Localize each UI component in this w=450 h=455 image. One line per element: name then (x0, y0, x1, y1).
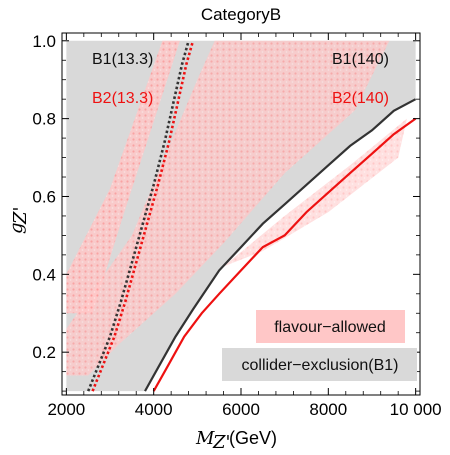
plot-area (66, 40, 417, 392)
flavour-allowed-region-tail (223, 118, 407, 267)
y-tick-label: 1.0 (32, 32, 56, 51)
series-line-b1-13-3 (86, 40, 190, 392)
series-line-b2-140 (152, 117, 417, 392)
series-line-b2-13-3 (91, 40, 195, 392)
ticks-layer: 2000 4000 6000 8000 10 000 0.2 0.4 0.6 0.8 1.0 (32, 32, 441, 419)
x-axis-symbol: M (195, 428, 215, 449)
y-tick-label: 0.8 (32, 110, 56, 129)
collider-legend-label: collider−exclusion(B1) (242, 357, 399, 374)
x-tick-label: 8000 (309, 400, 347, 419)
y-tick-label: 0.6 (32, 187, 56, 206)
flavour-allowed-region-high (66, 40, 390, 376)
flavour-allowed-region-low (66, 40, 180, 314)
label-b2-high: B2(140) (332, 90, 389, 107)
series-line-b1-140 (144, 98, 417, 392)
y-tick-label: 0.2 (32, 343, 56, 362)
series-layer (86, 40, 417, 392)
x-tick-label: 6000 (222, 400, 260, 419)
x-axis-subscript: Z' (212, 432, 230, 453)
x-tick-label: 2000 (47, 400, 85, 419)
collider-legend-box (222, 348, 417, 381)
chart-title: CategoryB (201, 5, 281, 24)
y-axis-subscript: Z' (10, 207, 31, 225)
x-axis-label: M Z' (GeV) (195, 428, 277, 453)
y-tick-label: 0.4 (32, 265, 56, 284)
y-axis-symbol: g (6, 222, 27, 234)
label-b1-low: B1(13.3) (92, 51, 153, 68)
y-axis-label: g Z' (6, 207, 31, 234)
flavour-legend-label: flavour−allowed (274, 319, 386, 336)
label-b1-high: B1(140) (332, 51, 389, 68)
label-b2-low: B2(13.3) (92, 90, 153, 107)
flavour-legend-box (256, 310, 405, 343)
x-axis-unit: (GeV) (229, 428, 277, 448)
x-tick-label: 4000 (135, 400, 173, 419)
x-tick-label: 10 000 (390, 400, 442, 419)
